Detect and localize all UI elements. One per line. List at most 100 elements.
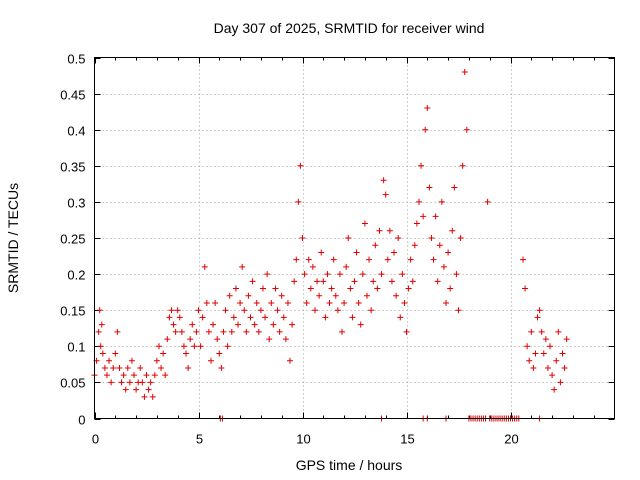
data-point: [484, 198, 491, 205]
data-point: [561, 364, 568, 371]
data-point: [328, 285, 335, 292]
data-point: [272, 285, 279, 292]
data-point: [542, 336, 549, 343]
y-tick-label: 0.5: [67, 52, 85, 67]
data-point: [158, 364, 165, 371]
data-point: [432, 213, 439, 220]
data-point: [176, 314, 183, 321]
data-point: [168, 307, 175, 314]
data-point: [166, 314, 173, 321]
data-point: [553, 357, 560, 364]
data-point: [519, 256, 526, 263]
data-point: [347, 285, 354, 292]
data-point: [563, 336, 570, 343]
data-point: [268, 299, 275, 306]
x-tick-labels: 0 5 10 15 20: [92, 432, 519, 447]
data-point: [407, 256, 414, 263]
data-point: [415, 198, 422, 205]
y-tick-label: 0.35: [60, 160, 85, 175]
y-axis-title: SRMTID / TECUs: [5, 183, 21, 293]
data-point: [122, 386, 129, 393]
data-point: [295, 198, 302, 205]
data-point: [280, 314, 287, 321]
data-point: [237, 299, 244, 306]
data-point: [187, 336, 194, 343]
data-point: [191, 343, 198, 350]
data-point: [434, 278, 441, 285]
data-point: [226, 292, 233, 299]
data-point: [189, 321, 196, 328]
data-point: [155, 343, 162, 350]
data-point: [530, 364, 537, 371]
data-point: [149, 393, 156, 400]
data-point: [128, 357, 135, 364]
data-point: [185, 364, 192, 371]
data-point: [301, 271, 308, 278]
data-point: [297, 162, 304, 169]
y-tick-label: 0.1: [67, 340, 85, 355]
data-point: [95, 328, 102, 335]
data-point: [324, 271, 331, 278]
data-point: [264, 271, 271, 278]
data-point: [424, 105, 431, 112]
data-point: [449, 227, 456, 234]
data-point: [218, 364, 225, 371]
data-point: [353, 249, 360, 256]
data-point: [257, 307, 264, 314]
data-point: [247, 314, 254, 321]
y-tick-label: 0.2: [67, 268, 85, 283]
data-point: [534, 314, 541, 321]
data-point: [193, 328, 200, 335]
data-point: [305, 256, 312, 263]
data-point: [374, 285, 381, 292]
y-tick-label: 0: [78, 413, 85, 428]
data-point: [559, 350, 566, 357]
data-point: [291, 278, 298, 285]
data-point: [526, 357, 533, 364]
y-tick-labels: 0 0.05 0.1 0.15 0.2 0.25 0.3 0.35 0.4 0.45 0.5: [60, 52, 85, 428]
data-point: [436, 242, 443, 249]
data-point: [420, 213, 427, 220]
data-point: [180, 343, 187, 350]
y-tick-label: 0.3: [67, 196, 85, 211]
data-point: [311, 307, 318, 314]
data-point: [551, 386, 558, 393]
data-point: [224, 343, 231, 350]
data-point: [330, 256, 337, 263]
data-point: [411, 242, 418, 249]
data-point: [557, 379, 564, 386]
data-point: [289, 321, 296, 328]
data-point: [110, 364, 117, 371]
data-point: [112, 350, 119, 357]
data-point: [232, 285, 239, 292]
data-point: [293, 256, 300, 263]
data-point: [459, 162, 466, 169]
data-point: [131, 372, 138, 379]
data-point: [207, 357, 214, 364]
data-point: [145, 386, 152, 393]
data-point: [399, 271, 406, 278]
data-point: [334, 307, 341, 314]
data-point: [336, 271, 343, 278]
data-point: [174, 307, 181, 314]
data-point: [147, 379, 154, 386]
data-point: [230, 314, 237, 321]
data-point: [357, 321, 364, 328]
data-point: [453, 271, 460, 278]
data-point: [299, 235, 306, 241]
data-point: [274, 307, 281, 314]
x-tick-label: 0: [92, 432, 99, 447]
data-point: [372, 242, 379, 249]
data-point: [524, 343, 531, 350]
data-point: [359, 271, 366, 278]
data-point: [212, 299, 219, 306]
data-point: [326, 299, 333, 306]
data-point: [114, 328, 121, 335]
x-tick-label: 15: [400, 432, 414, 447]
data-point: [197, 343, 204, 350]
data-point: [262, 314, 269, 321]
data-point: [235, 321, 242, 328]
data-point: [447, 285, 454, 292]
data-point: [118, 379, 125, 386]
